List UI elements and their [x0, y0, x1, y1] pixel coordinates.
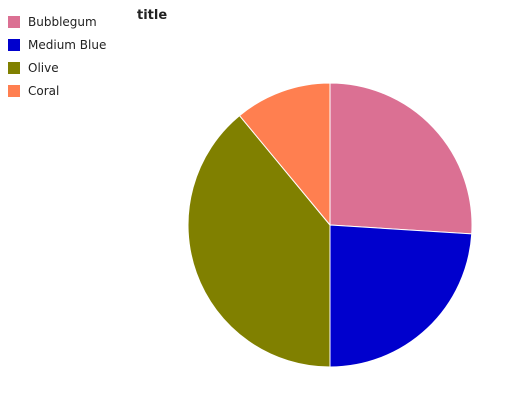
legend-item: Medium Blue [8, 33, 106, 56]
legend-swatch [8, 84, 20, 97]
legend-swatch [8, 15, 20, 28]
chart-title: title [137, 8, 168, 23]
pie-slice-coral [238, 82, 331, 227]
legend-item: Bubblegum [8, 10, 106, 33]
pie-slice-medium-blue [329, 224, 473, 368]
legend-swatch [8, 61, 20, 74]
legend-label: Bubblegum [28, 14, 97, 29]
legend: Bubblegum Medium Blue Olive Coral [8, 10, 106, 102]
legend-swatch [8, 38, 20, 51]
legend-label: Olive [28, 60, 59, 75]
legend-label: Medium Blue [28, 37, 107, 52]
legend-item: Olive [8, 56, 106, 79]
legend-label: Coral [28, 83, 60, 98]
legend-item: Coral [8, 79, 106, 102]
pie-slice-bubblegum [329, 82, 473, 235]
pie-slice-olive [187, 114, 331, 368]
